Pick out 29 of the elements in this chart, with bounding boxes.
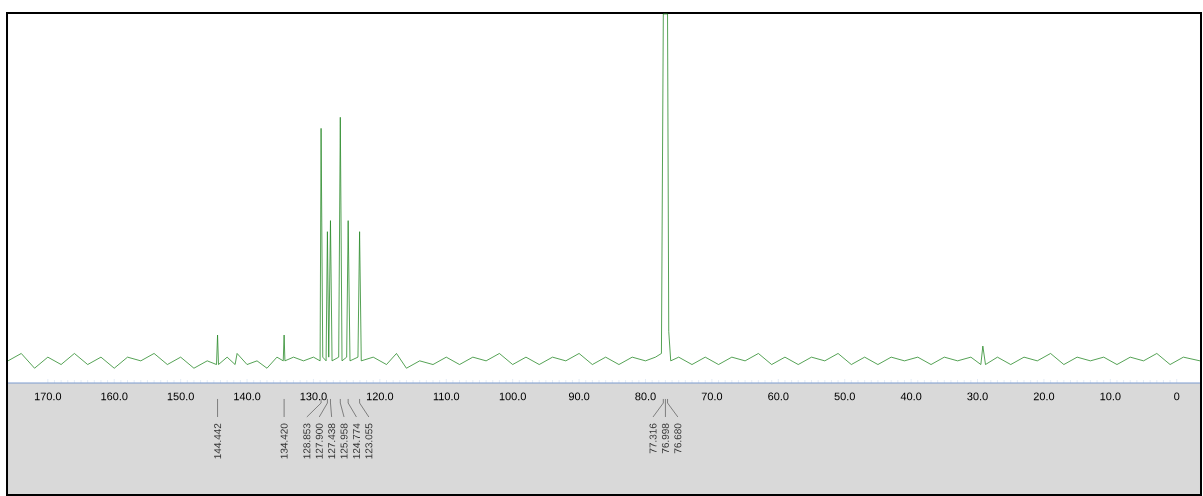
annotation: 124.774 [352, 423, 360, 459]
x-tick-label: 170.0 [34, 392, 62, 401]
x-tick-label: 30.0 [967, 392, 988, 401]
x-tick-label: 110.0 [433, 392, 460, 401]
x-tick-label: 50.0 [834, 392, 855, 401]
x-tick-label: 160.0 [101, 392, 128, 401]
x-tick-label: 100.0 [499, 392, 526, 401]
annotation: 123.055 [365, 423, 373, 459]
x-tick-label: 150.0 [167, 392, 194, 401]
x-tick-label: 120.0 [366, 392, 394, 401]
annotation: 76.680 [674, 423, 682, 454]
x-tick-label: 20.0 [1033, 392, 1055, 401]
annotation: 127.900 [315, 423, 323, 459]
annotation: 77.316 [649, 423, 657, 454]
x-tick-label: 80.0 [635, 392, 656, 401]
annotation: 128.853 [303, 423, 311, 459]
x-tick-label: 0 [1174, 392, 1180, 401]
annotation: 144.442 [214, 423, 222, 459]
x-tick-label: 70.0 [701, 392, 723, 401]
annotation: 125.958 [340, 423, 348, 459]
x-tick-label: 90.0 [568, 392, 590, 401]
annotation: 76.998 [661, 423, 669, 454]
x-tick-label: 10.0 [1100, 392, 1121, 401]
annotation: 134.420 [280, 423, 288, 459]
x-tick-label: 130.0 [300, 392, 327, 401]
x-tick-label: 40.0 [900, 392, 922, 401]
x-tick-label: 140.0 [234, 392, 261, 401]
annotation: 127.438 [328, 423, 336, 459]
x-tick-label: 60.0 [768, 392, 789, 401]
